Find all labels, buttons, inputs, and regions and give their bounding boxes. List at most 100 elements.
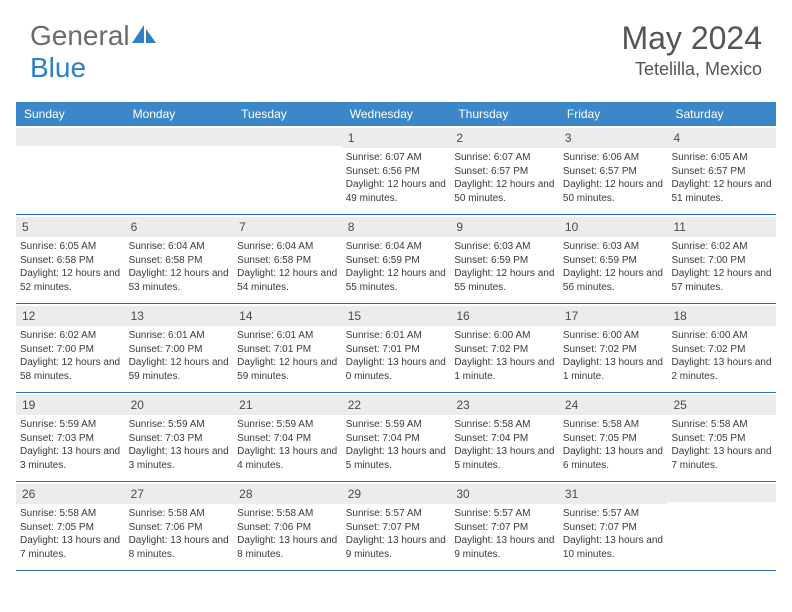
day-cell: 31Sunrise: 5:57 AMSunset: 7:07 PMDayligh… — [559, 482, 668, 570]
day-number: 13 — [125, 306, 234, 326]
day-number: 26 — [16, 484, 125, 504]
day-cell: 1 Sunrise: 6:07 AMSunset: 6:56 PMDaylight… — [342, 126, 451, 214]
sun-info: Sunrise: 6:03 AMSunset: 6:59 PMDaylight:… — [454, 240, 555, 294]
sunrise-text: Sunrise: 5:59 AM — [129, 418, 230, 432]
day-number: 18 — [667, 306, 776, 326]
day-number: 10 — [559, 217, 668, 237]
sunrise-text: Sunrise: 5:59 AM — [237, 418, 338, 432]
sun-info: Sunrise: 6:07 AMSunset: 6:57 PMDaylight:… — [454, 151, 555, 205]
day-number: 2 — [450, 128, 559, 148]
day-cell: 13 Sunrise: 6:01 AMSunset: 7:00 PMDayligh… — [125, 304, 234, 392]
day-cell: 15 Sunrise: 6:01 AMSunset: 7:01 PMDayligh… — [342, 304, 451, 392]
sun-info: Sunrise: 6:01 AMSunset: 7:01 PMDaylight:… — [346, 329, 447, 383]
day-cell: 17Sunrise: 6:00 AMSunset: 7:02 PMDayligh… — [559, 304, 668, 392]
day-number: 15 — [342, 306, 451, 326]
daylight-text: Daylight: 13 hours and 8 minutes. — [237, 534, 338, 561]
daylight-text: Daylight: 13 hours and 9 minutes. — [346, 534, 447, 561]
sunrise-text: Sunrise: 6:01 AM — [346, 329, 447, 343]
day-number: 28 — [233, 484, 342, 504]
day-number: 11 — [667, 217, 776, 237]
sunset-text: Sunset: 6:57 PM — [563, 165, 664, 179]
day-cell: 21Sunrise: 5:59 AMSunset: 7:04 PMDayligh… — [233, 393, 342, 481]
sunrise-text: Sunrise: 5:58 AM — [563, 418, 664, 432]
week-row: 5Sunrise: 6:05 AMSunset: 6:58 PMDaylight… — [16, 215, 776, 304]
sunset-text: Sunset: 7:05 PM — [563, 432, 664, 446]
day-cell: 11Sunrise: 6:02 AMSunset: 7:00 PMDayligh… — [667, 215, 776, 303]
daylight-text: Daylight: 13 hours and 6 minutes. — [563, 445, 664, 472]
day-number: 30 — [450, 484, 559, 504]
sunrise-text: Sunrise: 5:58 AM — [671, 418, 772, 432]
sun-info: Sunrise: 6:04 AMSunset: 6:58 PMDaylight:… — [237, 240, 338, 294]
day-header-cell: Monday — [125, 102, 234, 126]
sunset-text: Sunset: 7:01 PM — [237, 343, 338, 357]
sun-info: Sunrise: 5:59 AMSunset: 7:03 PMDaylight:… — [129, 418, 230, 472]
sunrise-text: Sunrise: 6:03 AM — [563, 240, 664, 254]
sunset-text: Sunset: 7:06 PM — [237, 521, 338, 535]
sun-info: Sunrise: 5:59 AMSunset: 7:03 PMDaylight:… — [20, 418, 121, 472]
sun-info: Sunrise: 6:06 AMSunset: 6:57 PMDaylight:… — [563, 151, 664, 205]
sunrise-text: Sunrise: 6:07 AM — [454, 151, 555, 165]
sun-info: Sunrise: 5:57 AMSunset: 7:07 PMDaylight:… — [454, 507, 555, 561]
day-cell: 19 Sunrise: 5:59 AMSunset: 7:03 PMDayligh… — [16, 393, 125, 481]
sun-info: Sunrise: 5:58 AMSunset: 7:05 PMDaylight:… — [20, 507, 121, 561]
sunset-text: Sunset: 7:05 PM — [20, 521, 121, 535]
sunset-text: Sunset: 6:56 PM — [346, 165, 447, 179]
sun-info: Sunrise: 6:04 AMSunset: 6:58 PMDaylight:… — [129, 240, 230, 294]
day-number: 1 — [342, 128, 451, 148]
sunset-text: Sunset: 6:58 PM — [237, 254, 338, 268]
day-cell — [667, 482, 776, 570]
day-header-cell: Tuesday — [233, 102, 342, 126]
sunset-text: Sunset: 7:07 PM — [346, 521, 447, 535]
day-cell: 18Sunrise: 6:00 AMSunset: 7:02 PMDayligh… — [667, 304, 776, 392]
daylight-text: Daylight: 12 hours and 57 minutes. — [671, 267, 772, 294]
sun-info: Sunrise: 5:58 AMSunset: 7:06 PMDaylight:… — [237, 507, 338, 561]
day-number: 14 — [233, 306, 342, 326]
header: GeneralBlue May 2024 Tetelilla, Mexico — [0, 0, 792, 94]
day-number: 12 — [16, 306, 125, 326]
day-number — [233, 128, 342, 146]
daylight-text: Daylight: 12 hours and 54 minutes. — [237, 267, 338, 294]
day-cell — [125, 126, 234, 214]
daylight-text: Daylight: 13 hours and 1 minute. — [454, 356, 555, 383]
day-cell: 2 Sunrise: 6:07 AMSunset: 6:57 PMDaylight… — [450, 126, 559, 214]
day-cell — [16, 126, 125, 214]
day-cell: 8Sunrise: 6:04 AMSunset: 6:59 PMDaylight… — [342, 215, 451, 303]
sun-info: Sunrise: 5:58 AMSunset: 7:06 PMDaylight:… — [129, 507, 230, 561]
daylight-text: Daylight: 13 hours and 3 minutes. — [129, 445, 230, 472]
day-number: 23 — [450, 395, 559, 415]
sun-info: Sunrise: 6:07 AMSunset: 6:56 PMDaylight:… — [346, 151, 447, 205]
day-cell: 28 Sunrise: 5:58 AMSunset: 7:06 PMDayligh… — [233, 482, 342, 570]
day-number: 6 — [125, 217, 234, 237]
day-header-cell: Sunday — [16, 102, 125, 126]
day-cell: 22Sunrise: 5:59 AMSunset: 7:04 PMDayligh… — [342, 393, 451, 481]
day-cell: 7Sunrise: 6:04 AMSunset: 6:58 PMDaylight… — [233, 215, 342, 303]
daylight-text: Daylight: 12 hours and 58 minutes. — [20, 356, 121, 383]
sunset-text: Sunset: 7:00 PM — [129, 343, 230, 357]
day-number: 25 — [667, 395, 776, 415]
logo: GeneralBlue — [30, 20, 158, 84]
day-number: 22 — [342, 395, 451, 415]
day-number: 27 — [125, 484, 234, 504]
month-title: May 2024 — [621, 20, 762, 57]
sunrise-text: Sunrise: 6:06 AM — [563, 151, 664, 165]
sunset-text: Sunset: 7:04 PM — [454, 432, 555, 446]
daylight-text: Daylight: 13 hours and 8 minutes. — [129, 534, 230, 561]
sunset-text: Sunset: 7:04 PM — [237, 432, 338, 446]
daylight-text: Daylight: 13 hours and 5 minutes. — [454, 445, 555, 472]
day-number: 5 — [16, 217, 125, 237]
day-cell: 5Sunrise: 6:05 AMSunset: 6:58 PMDaylight… — [16, 215, 125, 303]
day-number: 19 — [16, 395, 125, 415]
sunset-text: Sunset: 6:59 PM — [346, 254, 447, 268]
sunrise-text: Sunrise: 5:58 AM — [20, 507, 121, 521]
sunset-text: Sunset: 7:03 PM — [129, 432, 230, 446]
day-cell: 14Sunrise: 6:01 AMSunset: 7:01 PMDayligh… — [233, 304, 342, 392]
sun-info: Sunrise: 6:01 AMSunset: 7:00 PMDaylight:… — [129, 329, 230, 383]
day-cell: 25Sunrise: 5:58 AMSunset: 7:05 PMDayligh… — [667, 393, 776, 481]
sunrise-text: Sunrise: 5:58 AM — [237, 507, 338, 521]
sunrise-text: Sunrise: 5:59 AM — [20, 418, 121, 432]
daylight-text: Daylight: 13 hours and 9 minutes. — [454, 534, 555, 561]
daylight-text: Daylight: 12 hours and 55 minutes. — [454, 267, 555, 294]
sunset-text: Sunset: 7:02 PM — [454, 343, 555, 357]
sunrise-text: Sunrise: 5:59 AM — [346, 418, 447, 432]
day-cell: 16Sunrise: 6:00 AMSunset: 7:02 PMDayligh… — [450, 304, 559, 392]
